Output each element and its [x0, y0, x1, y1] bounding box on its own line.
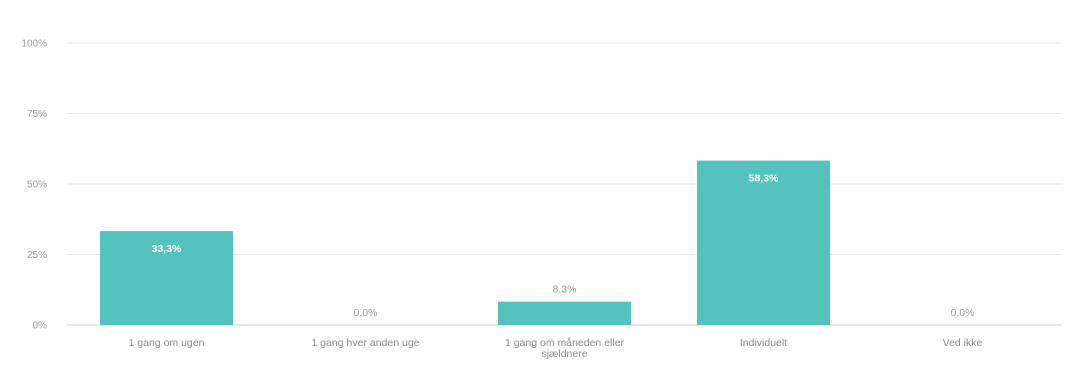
y-tick-label: 50%: [27, 180, 47, 191]
bar: [100, 231, 233, 325]
bar: [498, 301, 631, 325]
y-tick-label: 75%: [27, 109, 47, 120]
y-tick-label: 25%: [27, 250, 47, 261]
data-label: 0,0%: [951, 307, 975, 319]
y-axis-ticks: 0% 25% 50% 75% 100%: [21, 39, 47, 332]
bars: [100, 160, 830, 325]
x-category-label: 1 gang om måneden eller sjældnere: [505, 337, 625, 360]
data-label: 0,0%: [354, 307, 378, 319]
data-label: 33,3%: [152, 243, 182, 255]
data-labels: 33,3% 0,0% 8,3% 58,3% 0,0%: [152, 173, 975, 319]
y-tick-label: 0%: [33, 321, 48, 332]
bar: [697, 160, 830, 325]
x-category-label: 1 gang hver anden uge: [311, 337, 419, 349]
x-category-label: Ved ikke: [943, 337, 983, 349]
y-tick-label: 100%: [21, 39, 47, 50]
x-category-label: 1 gang om ugen: [129, 337, 205, 349]
x-category-label: Individuelt: [740, 337, 787, 349]
x-axis-categories: 1 gang om ugen 1 gang hver anden uge 1 gan…: [129, 337, 983, 360]
data-label: 8,3%: [553, 284, 577, 296]
data-label: 58,3%: [749, 173, 779, 185]
